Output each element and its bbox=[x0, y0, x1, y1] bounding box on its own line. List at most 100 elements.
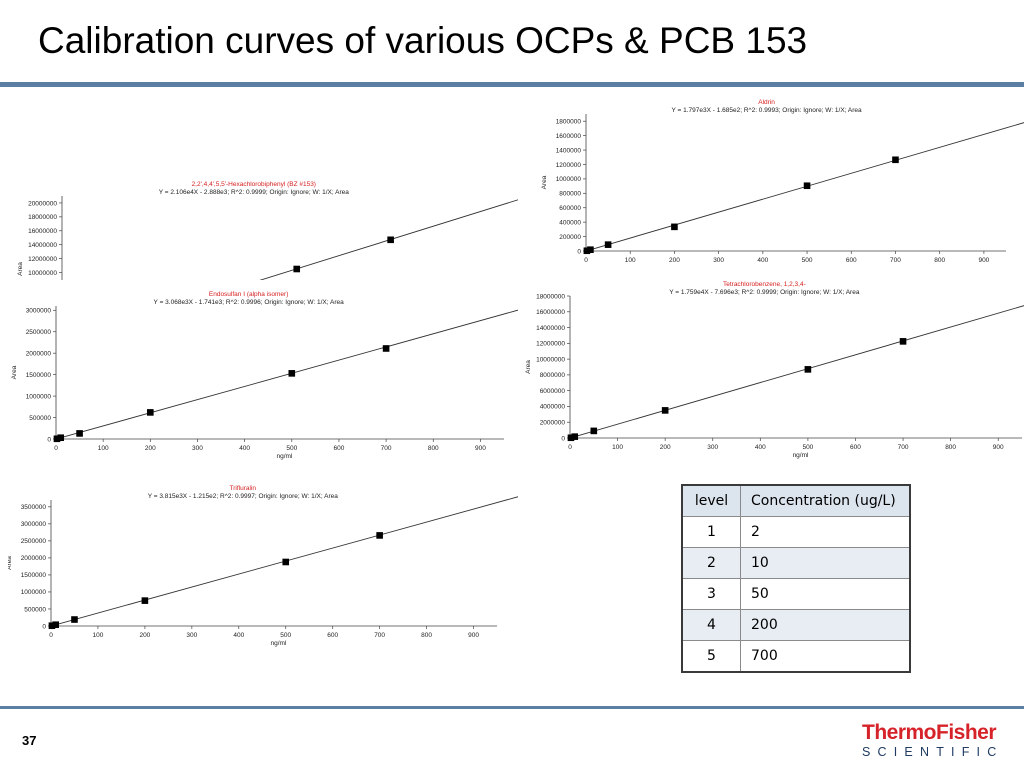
data-point bbox=[590, 427, 598, 435]
data-point bbox=[661, 407, 669, 414]
regression-line bbox=[569, 305, 1024, 439]
data-point bbox=[387, 236, 394, 244]
data-point bbox=[671, 223, 678, 231]
y-axis-label: Area bbox=[11, 365, 18, 379]
data-point bbox=[147, 409, 154, 416]
x-tick-label: 0 bbox=[584, 257, 588, 264]
data-point bbox=[293, 265, 301, 273]
y-tick-label: 0 bbox=[561, 435, 565, 442]
x-tick-label: 900 bbox=[468, 632, 479, 639]
logo-subtitle: SCIENTIFIC bbox=[862, 745, 1004, 759]
footer-divider bbox=[0, 706, 1024, 709]
y-tick-label: 600000 bbox=[559, 205, 581, 212]
y-tick-label: 4000000 bbox=[540, 404, 566, 411]
x-tick-label: 700 bbox=[890, 257, 901, 264]
data-point bbox=[382, 345, 390, 352]
chart-aldrin: Aldrin Y = 1.797e3X - 1.685e2; R^2: 0.999… bbox=[535, 90, 1024, 268]
regression-equation: Y = 2.106e4X - 2.888e3; R^2: 0.9999; Ori… bbox=[159, 189, 350, 196]
y-tick-label: 12000000 bbox=[28, 256, 57, 263]
x-tick-label: 700 bbox=[374, 632, 385, 639]
x-tick-label: 400 bbox=[757, 257, 768, 264]
x-tick-label: 800 bbox=[421, 632, 432, 639]
x-tick-label: 600 bbox=[850, 444, 861, 451]
y-tick-label: 10000000 bbox=[536, 356, 565, 363]
y-tick-label: 0 bbox=[577, 248, 581, 255]
regression-line bbox=[55, 309, 518, 440]
table-row: 3 50 bbox=[681, 578, 911, 610]
x-tick-label: 600 bbox=[334, 445, 345, 452]
thermo-fisher-logo: ThermoFisher SCIENTIFIC bbox=[862, 722, 1012, 762]
regression-equation: Y = 1.759e4X - 7.696e3; R^2: 0.9999; Ori… bbox=[669, 289, 860, 296]
y-tick-label: 2500000 bbox=[21, 538, 47, 545]
level-cell: 5 bbox=[681, 640, 741, 673]
compound-label: Endosulfan I (alpha isomer) bbox=[209, 291, 289, 298]
x-tick-label: 800 bbox=[428, 445, 439, 452]
y-tick-label: 2000000 bbox=[21, 555, 47, 562]
x-tick-label: 200 bbox=[660, 444, 671, 451]
x-tick-label: 0 bbox=[568, 444, 572, 451]
calibration-levels-table: level Concentration (ug/L) 1 2 2 10 3 50… bbox=[681, 484, 911, 673]
compound-label: Aldrin bbox=[758, 99, 775, 106]
y-tick-label: 14000000 bbox=[536, 325, 565, 332]
level-cell: 2 bbox=[681, 547, 741, 579]
chart-trifluralin: Trifluralin Y = 3.815e3X - 1.215e2; R^2: … bbox=[8, 462, 518, 652]
y-tick-label: 10000000 bbox=[28, 270, 57, 277]
table-header-row: level Concentration (ug/L) bbox=[681, 484, 911, 517]
y-tick-label: 18000000 bbox=[536, 293, 565, 300]
x-tick-label: 700 bbox=[381, 445, 392, 452]
x-axis-label: ng/ml bbox=[271, 640, 287, 647]
regression-equation: Y = 1.797e3X - 1.685e2; R^2: 0.9993; Ori… bbox=[672, 107, 863, 114]
concentration-cell: 2 bbox=[740, 516, 911, 548]
x-tick-label: 500 bbox=[280, 632, 291, 639]
y-tick-label: 20000000 bbox=[28, 200, 57, 207]
x-axis-label: ng/ml bbox=[277, 453, 293, 460]
x-tick-label: 300 bbox=[713, 257, 724, 264]
y-tick-label: 1000000 bbox=[556, 176, 582, 183]
x-tick-label: 900 bbox=[993, 444, 1004, 451]
logo-wordmark: ThermoFisher bbox=[862, 721, 997, 744]
y-tick-label: 6000000 bbox=[540, 388, 566, 395]
x-tick-label: 400 bbox=[755, 444, 766, 451]
data-point bbox=[899, 338, 907, 345]
y-tick-label: 3500000 bbox=[21, 504, 47, 511]
y-tick-label: 0 bbox=[47, 436, 51, 443]
calibration-chart: Tetrachlorobenzene, 1,2,3,4-Y = 1.759e4X… bbox=[525, 281, 1024, 459]
y-tick-label: 14000000 bbox=[28, 242, 57, 249]
data-point bbox=[141, 597, 149, 604]
data-point bbox=[803, 182, 811, 190]
level-cell: 3 bbox=[681, 578, 741, 610]
y-tick-label: 1000000 bbox=[26, 393, 52, 400]
x-tick-label: 500 bbox=[286, 445, 297, 452]
header-level: level bbox=[681, 484, 741, 517]
data-point bbox=[71, 616, 78, 623]
x-tick-label: 800 bbox=[934, 257, 945, 264]
table-row: 4 200 bbox=[681, 609, 911, 641]
x-tick-label: 0 bbox=[49, 632, 53, 639]
y-tick-label: 16000000 bbox=[536, 309, 565, 316]
level-cell: 1 bbox=[681, 516, 741, 548]
concentration-cell: 700 bbox=[740, 640, 911, 673]
calibration-chart: 2,2',4,4',5,5'-Hexachlorobiphenyl (BZ #1… bbox=[17, 181, 518, 280]
level-cell: 4 bbox=[681, 609, 741, 641]
y-tick-label: 8000000 bbox=[540, 372, 566, 379]
slide-title: Calibration curves of various OCPs & PCB… bbox=[38, 20, 808, 61]
x-tick-label: 200 bbox=[145, 445, 156, 452]
table-row: 2 10 bbox=[681, 547, 911, 579]
y-tick-label: 12000000 bbox=[536, 341, 565, 348]
x-tick-label: 100 bbox=[98, 445, 109, 452]
x-tick-label: 0 bbox=[54, 445, 58, 452]
data-point bbox=[52, 621, 59, 629]
x-tick-label: 400 bbox=[233, 632, 244, 639]
x-tick-label: 200 bbox=[139, 632, 150, 639]
data-point bbox=[57, 434, 65, 442]
y-tick-label: 3000000 bbox=[26, 308, 52, 315]
chart-endosulfan: Endosulfan I (alpha isomer) Y = 3.068e3X … bbox=[8, 271, 518, 466]
x-tick-label: 500 bbox=[802, 444, 813, 451]
page-number: 37 bbox=[22, 733, 37, 748]
y-tick-label: 1600000 bbox=[556, 133, 582, 140]
y-tick-label: 500000 bbox=[29, 415, 51, 422]
data-point bbox=[604, 241, 612, 248]
y-tick-label: 3000000 bbox=[21, 521, 47, 528]
y-axis-label: Area bbox=[8, 556, 13, 570]
y-tick-label: 0 bbox=[42, 623, 46, 630]
